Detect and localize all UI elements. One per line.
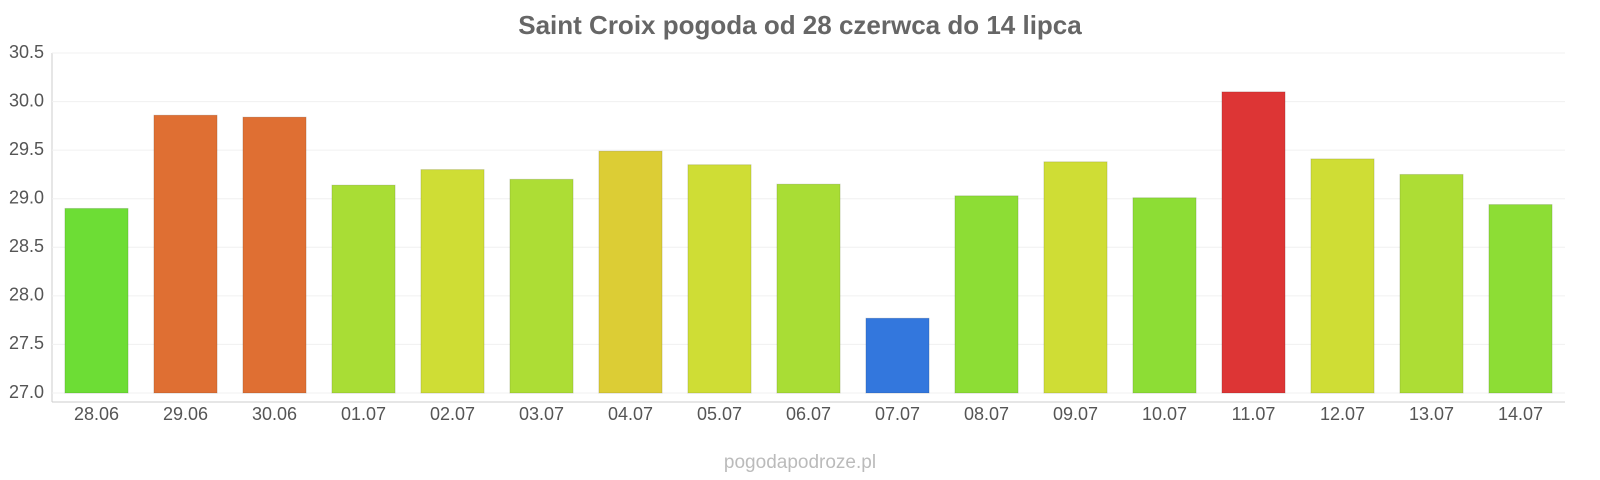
x-tick-label: 09.07	[1053, 404, 1098, 424]
x-tick-label: 02.07	[430, 404, 475, 424]
y-tick-label: 30.5	[9, 42, 44, 62]
bar	[776, 183, 841, 394]
y-tick-label: 29.0	[9, 187, 44, 207]
x-tick-label: 14.07	[1498, 404, 1543, 424]
bar	[331, 184, 396, 394]
bar	[1488, 204, 1553, 394]
bar	[1043, 161, 1108, 394]
x-tick-label: 05.07	[697, 404, 742, 424]
x-tick-label: 06.07	[786, 404, 831, 424]
x-tick-label: 10.07	[1142, 404, 1187, 424]
x-tick-label: 30.06	[252, 404, 297, 424]
bar	[64, 207, 129, 394]
x-tick-label: 28.06	[74, 404, 119, 424]
y-tick-label: 28.5	[9, 236, 44, 256]
bar	[865, 317, 930, 394]
y-tick-label: 27.0	[9, 382, 44, 402]
y-tick-label: 29.5	[9, 139, 44, 159]
bar	[153, 114, 218, 394]
x-tick-label: 04.07	[608, 404, 653, 424]
chart-title: Saint Croix pogoda od 28 czerwca do 14 l…	[518, 10, 1082, 40]
bar	[509, 178, 574, 394]
bar	[954, 195, 1019, 394]
bar	[420, 169, 485, 394]
bar	[242, 116, 307, 394]
x-tick-label: 29.06	[163, 404, 208, 424]
y-tick-label: 27.5	[9, 333, 44, 353]
y-tick-label: 30.0	[9, 90, 44, 110]
bar	[1399, 173, 1464, 394]
bar	[687, 164, 752, 394]
bar	[1221, 91, 1286, 394]
bar	[598, 150, 663, 394]
bar	[1310, 158, 1375, 394]
bar	[1132, 197, 1197, 394]
x-tick-label: 07.07	[875, 404, 920, 424]
x-tick-label: 08.07	[964, 404, 1009, 424]
x-tick-label: 13.07	[1409, 404, 1454, 424]
x-tick-label: 11.07	[1232, 404, 1276, 424]
x-tick-label: 01.07	[341, 404, 386, 424]
x-tick-label: 12.07	[1320, 404, 1365, 424]
source: pogodapodroze.pl	[724, 452, 876, 473]
y-tick-label: 28.0	[9, 285, 44, 305]
x-tick-label: 03.07	[519, 404, 564, 424]
